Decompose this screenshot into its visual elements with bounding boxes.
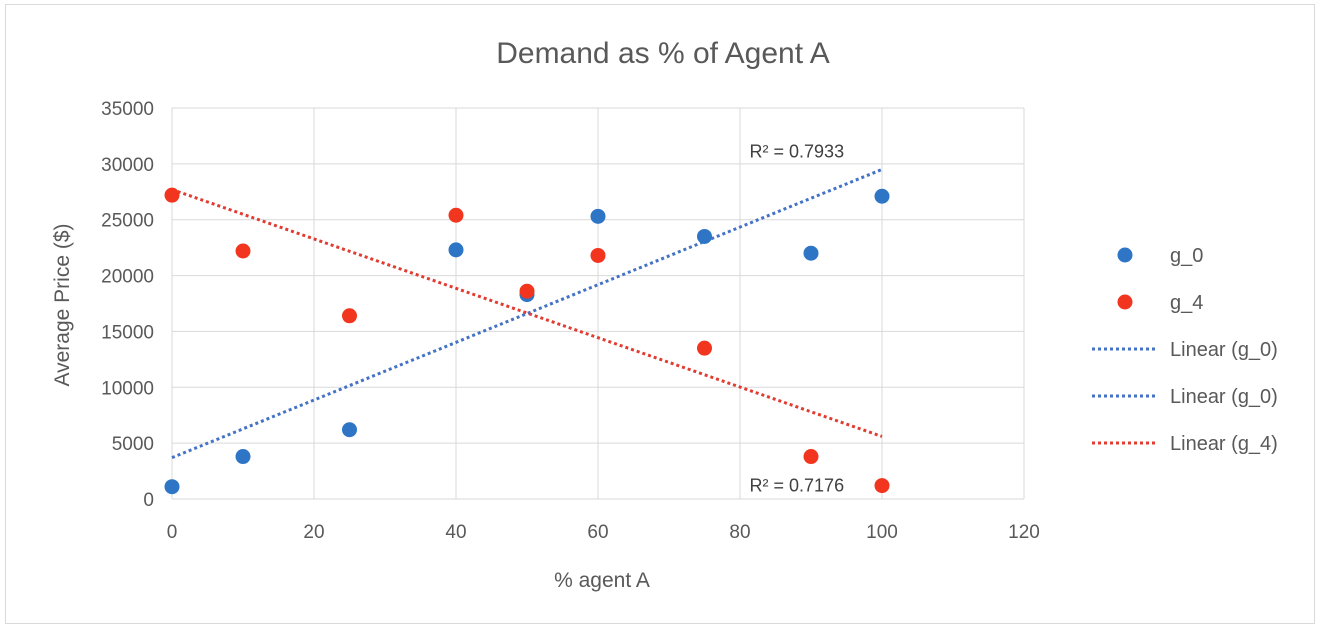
x-tick-label: 40 bbox=[445, 522, 466, 543]
gridlines bbox=[171, 107, 1025, 500]
point-g-4 bbox=[235, 243, 251, 259]
y-tick-label: 35000 bbox=[101, 99, 154, 120]
point-g-0 bbox=[448, 242, 464, 258]
point-g-4 bbox=[342, 308, 357, 324]
x-tick-label: 60 bbox=[587, 522, 608, 543]
point-g-4 bbox=[697, 340, 712, 356]
x-axis-title: % agent A bbox=[554, 569, 650, 592]
legend-label: Linear (g_4) bbox=[1170, 433, 1278, 455]
point-g-4 bbox=[803, 449, 819, 465]
trendlines bbox=[171, 168, 883, 460]
y-axis-ticks: 0 5000 10000 15000 20000 25000 30000 35000 bbox=[101, 99, 154, 511]
point-g-0 bbox=[874, 188, 890, 204]
point-g-4 bbox=[448, 207, 464, 223]
point-g-4 bbox=[874, 478, 890, 494]
legend: g_0 g_4 Linear (g_0) Linear (g_0) Linear (g_… bbox=[1092, 245, 1278, 455]
legend-label: g_4 bbox=[1170, 292, 1203, 314]
point-g-4 bbox=[164, 187, 180, 203]
y-tick-label: 30000 bbox=[101, 155, 154, 176]
point-g-0 bbox=[803, 245, 819, 261]
point-g-4 bbox=[590, 247, 606, 263]
point-g-4 bbox=[519, 283, 535, 299]
annotations: R² = 0.7933 R² = 0.7176 bbox=[750, 142, 845, 496]
legend-label: g_0 bbox=[1170, 245, 1203, 267]
legend-marker-g-0 bbox=[1117, 247, 1133, 263]
y-tick-label: 20000 bbox=[101, 267, 154, 288]
x-tick-label: 0 bbox=[167, 522, 178, 543]
data-points bbox=[164, 187, 890, 495]
point-g-0 bbox=[590, 208, 606, 224]
x-tick-label: 80 bbox=[729, 522, 750, 543]
y-tick-label: 25000 bbox=[101, 211, 154, 232]
chart-title: Demand as % of Agent A bbox=[496, 37, 830, 70]
trendline-linear-g-0- bbox=[171, 168, 883, 460]
y-tick-label: 10000 bbox=[101, 378, 154, 399]
scatter-chart: Demand as % of Agent A 0 5000 10000 15000 20… bbox=[51, 37, 1278, 592]
x-axis-ticks: 0 20 40 60 80 100 120 bbox=[167, 522, 1040, 543]
x-tick-label: 20 bbox=[303, 522, 324, 543]
x-tick-label: 100 bbox=[866, 522, 898, 543]
chart-frame: Demand as % of Agent A 0 5000 10000 15000 20… bbox=[5, 4, 1315, 624]
y-tick-label: 0 bbox=[143, 490, 154, 511]
point-g-0 bbox=[697, 228, 712, 244]
y-axis-title: Average Price ($) bbox=[51, 223, 74, 386]
trendline-linear-g-4- bbox=[171, 188, 883, 438]
y-tick-label: 15000 bbox=[101, 322, 154, 343]
legend-label: Linear (g_0) bbox=[1170, 386, 1278, 408]
legend-marker-g-4 bbox=[1117, 294, 1133, 310]
point-g-0 bbox=[235, 449, 251, 465]
x-tick-label: 120 bbox=[1008, 522, 1040, 543]
legend-label: Linear (g_0) bbox=[1170, 339, 1278, 361]
point-g-0 bbox=[342, 422, 357, 438]
r-squared-label: R² = 0.7933 bbox=[750, 142, 845, 162]
point-g-0 bbox=[164, 479, 180, 495]
r-squared-label: R² = 0.7176 bbox=[750, 476, 845, 496]
y-tick-label: 5000 bbox=[112, 434, 154, 455]
